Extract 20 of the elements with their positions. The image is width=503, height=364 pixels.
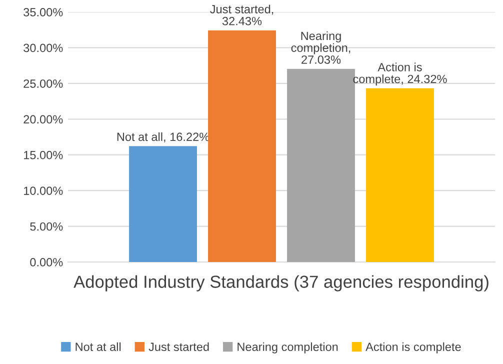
y-tick-label: 20.00% <box>24 115 63 124</box>
y-tick-label: 10.00% <box>24 186 63 195</box>
y-tick-label: 25.00% <box>24 79 63 88</box>
bar <box>129 146 197 262</box>
bar <box>287 68 355 262</box>
y-tick-label: 5.00% <box>30 222 63 231</box>
bar <box>366 88 434 262</box>
data-label: Nearing completion, 27.03% <box>291 31 350 64</box>
legend-label: Nearing completion <box>238 342 338 354</box>
data-label: Just started, 32.43% <box>210 4 274 26</box>
data-label: Action is complete, 24.32% <box>353 62 447 86</box>
y-tick-label: 35.00% <box>24 8 63 16</box>
y-tick-label: 0.00% <box>30 258 63 266</box>
legend-label: Not at all <box>76 342 121 352</box>
y-tick-label: 30.00% <box>24 44 63 52</box>
legend-label: Action is complete <box>366 342 461 354</box>
legend-label: Just started <box>148 342 209 352</box>
x-axis-title: Adopted Industry Standards (37 agencies responding) <box>74 275 488 292</box>
y-tick-label: 15.00% <box>24 150 63 160</box>
bar <box>208 30 276 262</box>
